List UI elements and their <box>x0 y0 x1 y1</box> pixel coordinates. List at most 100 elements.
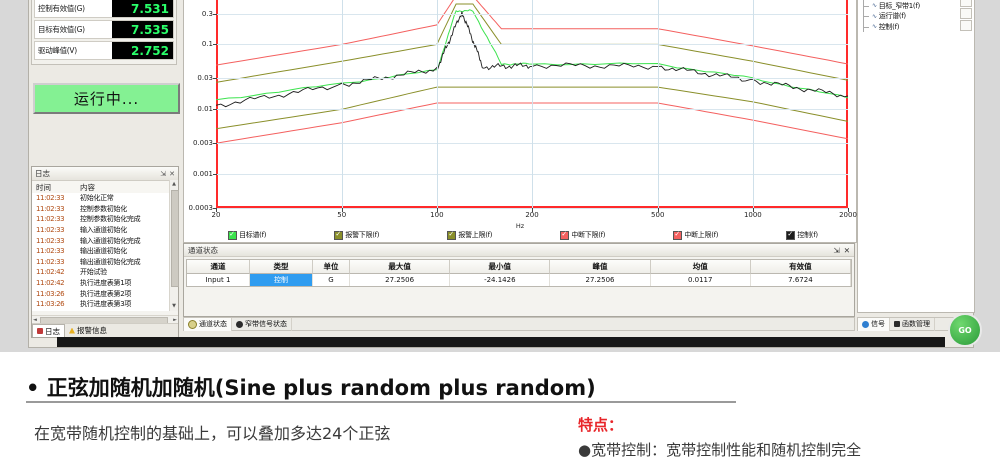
column-header[interactable]: 有效值 <box>750 260 852 274</box>
log-time: 11:02:33 <box>36 204 65 213</box>
x-axis-label: Hz <box>515 222 525 230</box>
y-tick-label: 0.3 <box>201 9 213 18</box>
log-row[interactable]: 11:02:42 开始试验 <box>32 267 178 278</box>
scroll-down-icon[interactable]: ▼ <box>172 303 176 309</box>
y-tick-label: 0.0003 <box>188 204 214 212</box>
scrollbar-thumb[interactable] <box>171 190 179 287</box>
log-row[interactable]: 11:02:33 输出通道初始化 <box>32 246 178 257</box>
y-tick <box>213 78 217 80</box>
log-list[interactable]: 11:02:33 初始化正常 11:02:33 控制参数初始化 11:02:33 控制参数… <box>32 193 178 311</box>
tree-side-box[interactable] <box>960 20 972 31</box>
legend-checkbox[interactable] <box>673 230 683 240</box>
tab-function-management[interactable]: 函数管理 <box>890 317 935 331</box>
spectrum-chart-panel[interactable]: 0.3 0.1 0.03 0.01 0.003 0.001 0.0003 20 50 100 200… <box>183 0 857 243</box>
x-tick-label: 200 <box>525 211 539 219</box>
column-header[interactable]: 类型 <box>250 260 313 274</box>
log-message: 手动停止试验 <box>76 310 178 312</box>
x-tick-label: 2000 <box>839 211 857 219</box>
log-row[interactable]: 11:02:33 控制参数初始化 <box>32 204 178 215</box>
log-panel-title: 日志 <box>35 169 50 178</box>
chart-legend[interactable]: 目标谱(f) 报警下限(f) 报警上限(f) 中断下限(f) 中断上限(f) 控制(f) <box>194 228 852 242</box>
y-tick <box>213 143 217 145</box>
log-message: 输出通道初始化完成 <box>80 257 141 266</box>
close-icon[interactable]: ✕ <box>169 169 175 178</box>
tab-signal[interactable]: 信号 <box>858 317 890 331</box>
tab-channel-status[interactable]: 通道状态 <box>184 317 232 331</box>
log-vertical-scrollbar[interactable]: ▲ ▼ <box>169 180 179 311</box>
tree-connector <box>863 5 869 7</box>
function-tree-panel[interactable]: ∿中断上限(f)∿目标_窄带1(f)∿运行谱(f)∿控制(f) <box>857 0 975 313</box>
log-row[interactable]: 11:05:24手动停止试验 <box>32 310 178 312</box>
legend-label: 控制(f) <box>797 231 818 239</box>
table-row[interactable]: Input 1 控制 G 27.2506 -24.1426 27.2506 0.… <box>187 274 852 286</box>
legend-item[interactable]: 目标谱(f) <box>228 230 267 240</box>
x-tick <box>532 208 533 212</box>
log-message: 执行进度表第1项 <box>80 279 132 288</box>
run-status-button[interactable]: 运行中... <box>33 83 180 114</box>
chart-plot-area[interactable]: 0.3 0.1 0.03 0.01 0.003 0.001 0.0003 20 50 100 200… <box>189 0 857 219</box>
scroll-left-icon[interactable]: ◄ <box>33 317 37 323</box>
log-message: 输出通道初始化 <box>80 247 127 256</box>
legend-item[interactable]: 报警下限(f) <box>334 230 380 240</box>
pin-icon[interactable]: ⇲ <box>160 169 167 178</box>
log-row[interactable]: 11:02:33 初始化正常 <box>32 193 178 204</box>
column-header[interactable]: 均值 <box>650 260 751 274</box>
x-tick-label: 100 <box>430 211 444 219</box>
tree-item[interactable]: ∿中断上限(f) <box>858 0 974 1</box>
tab-alarm-info[interactable]: 报警信息 <box>65 325 111 337</box>
log-row[interactable]: 11:02:33 输入通道初始化完成 <box>32 235 178 246</box>
log-row[interactable]: 11:02:33 输入通道初始化 <box>32 225 178 236</box>
tab-narrowband-signal-status[interactable]: 窄带信号状态 <box>232 317 292 331</box>
tab-label: 报警信息 <box>77 326 107 335</box>
go-badge[interactable]: GO <box>948 313 982 347</box>
log-row[interactable]: 11:03:26 执行进度表第2项 <box>32 288 178 299</box>
y-axis-right <box>846 0 848 208</box>
log-row[interactable]: 11:02:33 输出通道初始化完成 <box>32 257 178 268</box>
scroll-right-icon[interactable]: ► <box>173 317 177 323</box>
series-line <box>216 11 848 108</box>
legend-checkbox[interactable] <box>786 230 796 240</box>
close-icon[interactable]: ✕ <box>843 245 850 255</box>
log-row[interactable]: 11:02:42 执行进度表第1项 <box>32 278 178 289</box>
column-header[interactable]: 最大值 <box>350 260 451 274</box>
legend-checkbox[interactable] <box>447 230 457 240</box>
column-header[interactable]: 最小值 <box>450 260 551 274</box>
column-header[interactable]: 通道 <box>187 260 250 274</box>
legend-item[interactable]: 中断上限(f) <box>673 230 719 240</box>
readout-value: 2.752 <box>112 42 173 59</box>
legend-item[interactable]: 中断下限(f) <box>560 230 606 240</box>
tree-item-label: 控制(f) <box>878 22 900 31</box>
pin-icon[interactable]: ⇲ <box>833 245 840 255</box>
waveform-icon: ∿ <box>872 2 877 10</box>
x-tick-label: 1000 <box>743 211 762 219</box>
tree-side-box[interactable] <box>960 8 972 19</box>
log-tabstrip: 日志 报警信息 <box>32 323 178 337</box>
legend-checkbox[interactable] <box>334 230 344 240</box>
tree-item-label: 目标_窄带1(f) <box>878 1 920 10</box>
readout-label: 目标有效值(G) <box>35 21 112 38</box>
readout-row: 驱动峰值(V) 2.752 <box>34 41 174 60</box>
tree-item[interactable]: ∿ 运行谱(f) <box>858 11 974 22</box>
tab-log[interactable]: 日志 <box>32 324 65 337</box>
column-header[interactable]: 单位 <box>313 260 350 274</box>
waveform-icon: ∿ <box>872 23 877 31</box>
log-row[interactable]: 11:02:33 控制参数初始化完成 <box>32 214 178 225</box>
function-tree[interactable]: ∿中断上限(f)∿目标_窄带1(f)∿运行谱(f)∿控制(f) <box>858 0 974 32</box>
log-message: 输入通道初始化完成 <box>80 236 141 245</box>
tree-item[interactable]: ∿ 控制(f) <box>858 21 974 32</box>
legend-item[interactable]: 报警上限(f) <box>447 230 493 240</box>
legend-item[interactable]: 控制(f) <box>786 230 818 240</box>
log-row[interactable]: 11:03:26 执行进度表第3项 <box>32 299 178 310</box>
gridline-vertical <box>532 0 533 208</box>
legend-checkbox[interactable] <box>560 230 570 240</box>
body-paragraph: 在宽带随机控制的基础上，可以叠加多达24个正弦 <box>34 424 391 443</box>
tree-connector <box>863 16 869 18</box>
legend-checkbox[interactable] <box>228 230 238 240</box>
tree-item-label: 运行谱(f) <box>878 12 906 21</box>
tree-item[interactable]: ∿ 目标_窄带1(f) <box>858 0 974 11</box>
log-time: 11:02:33 <box>36 215 65 224</box>
tree-side-box[interactable] <box>960 0 972 7</box>
scroll-up-icon[interactable]: ▲ <box>172 181 176 187</box>
column-header[interactable]: 峰值 <box>550 260 651 274</box>
legend-label: 报警下限(f) <box>345 231 380 239</box>
